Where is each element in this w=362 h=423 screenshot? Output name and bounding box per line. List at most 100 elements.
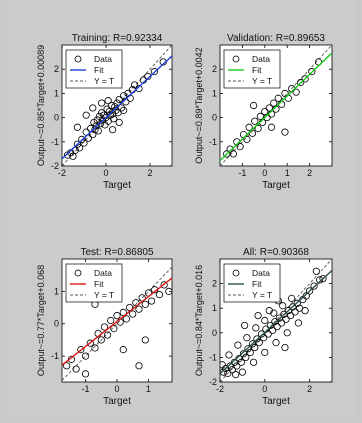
legend-marker-data bbox=[232, 269, 240, 277]
chart-panel-4: -2 0 2 -2 -1 0 1 2 All: R=0.90368 Target Output~=0… bbox=[194, 247, 333, 407]
data-point bbox=[220, 368, 227, 376]
legend-label: Fit bbox=[94, 65, 104, 75]
data-point bbox=[234, 341, 242, 349]
y-tick-label: 1 bbox=[54, 88, 59, 98]
data-point bbox=[288, 294, 296, 302]
data-point bbox=[246, 348, 254, 357]
data-point bbox=[98, 109, 106, 117]
data-point bbox=[284, 307, 292, 315]
data-point bbox=[81, 352, 90, 360]
y-tick-label: 2 bbox=[212, 64, 217, 74]
data-point bbox=[113, 99, 121, 107]
data-point bbox=[301, 307, 309, 315]
fit-line bbox=[220, 269, 332, 375]
x-tick-label: 0 bbox=[114, 384, 119, 394]
fit-line bbox=[62, 277, 172, 366]
x-tick-label: 2 bbox=[307, 168, 312, 178]
data-point bbox=[241, 321, 249, 330]
data-point bbox=[254, 124, 262, 133]
legend-label: Fit bbox=[94, 279, 104, 289]
data-point bbox=[319, 275, 327, 283]
data-point bbox=[113, 312, 121, 320]
chart-panel-2: -1 0 1 2 -1 0 1 2 Validation: R=0.89653 Target Out… bbox=[194, 33, 333, 191]
data-point bbox=[283, 329, 291, 337]
data-point bbox=[119, 346, 127, 354]
chart-panel-1: -2 0 2 -2 -1 0 1 2 Training: R=0.92334 Target Outp… bbox=[36, 33, 173, 191]
y-tick-label: -2 bbox=[51, 161, 59, 171]
data-point bbox=[245, 123, 253, 131]
fit-line bbox=[62, 55, 172, 160]
legend-label: Fit bbox=[252, 65, 262, 75]
data-point bbox=[270, 99, 278, 107]
data-point bbox=[272, 339, 280, 347]
data-point bbox=[103, 331, 112, 339]
data-point bbox=[63, 362, 71, 370]
legend-label: Data bbox=[252, 268, 270, 278]
data-point bbox=[91, 126, 99, 134]
data-point bbox=[236, 143, 244, 151]
figure-canvas: -2 0 2 -2 -1 0 1 2 Training: R=0.92334 Target Outp… bbox=[36, 33, 333, 407]
data-point bbox=[117, 104, 126, 112]
data-point bbox=[250, 358, 258, 366]
y-tick-label: 1 bbox=[212, 303, 217, 313]
data-point bbox=[135, 305, 143, 313]
legend-label: Y = T bbox=[94, 76, 114, 86]
chart-title: Validation: R=0.89653 bbox=[227, 33, 325, 44]
data-point bbox=[229, 150, 238, 158]
y-tick-label: 1 bbox=[212, 88, 217, 98]
data-point bbox=[77, 346, 85, 354]
data-point bbox=[131, 81, 139, 89]
x-axis-label: Target bbox=[262, 180, 290, 191]
legend-label: Y = T bbox=[252, 290, 272, 300]
legend-label: Data bbox=[94, 268, 112, 278]
data-point bbox=[260, 334, 268, 342]
data-point bbox=[291, 308, 299, 316]
x-tick-label: -2 bbox=[216, 384, 224, 394]
data-point bbox=[73, 123, 82, 131]
data-point bbox=[305, 287, 314, 295]
data-point bbox=[135, 84, 143, 93]
data-point bbox=[252, 324, 260, 332]
x-tick-label: 0 bbox=[262, 384, 267, 394]
y-tick-label: 2 bbox=[54, 64, 59, 74]
data-point bbox=[273, 323, 281, 331]
data-point bbox=[81, 370, 90, 378]
data-point bbox=[239, 350, 248, 358]
legend-box bbox=[65, 49, 123, 89]
data-point bbox=[89, 130, 97, 139]
data-point bbox=[294, 319, 302, 327]
chart-panel-3: -1 0 1 -1 0 1 Test: R=0.86805 Target Output~=0.7… bbox=[36, 247, 173, 407]
data-point bbox=[316, 276, 324, 284]
data-point bbox=[243, 135, 251, 143]
data-point bbox=[256, 112, 264, 120]
y-axis-label: Output~=0.84*Target+0.016 bbox=[194, 265, 204, 376]
data-point bbox=[160, 281, 168, 289]
data-point bbox=[122, 315, 131, 323]
legend-label: Data bbox=[94, 54, 112, 64]
legend-label: Fit bbox=[252, 279, 262, 289]
data-point bbox=[228, 366, 236, 374]
data-point bbox=[237, 358, 245, 366]
y-tick-label: 0 bbox=[54, 113, 59, 123]
data-point bbox=[141, 336, 149, 344]
data-point bbox=[225, 351, 233, 359]
data-point bbox=[297, 78, 305, 87]
data-point bbox=[277, 319, 286, 327]
data-point bbox=[147, 297, 156, 305]
x-axis-label: Target bbox=[103, 396, 131, 407]
data-point bbox=[250, 101, 258, 110]
data-point bbox=[109, 126, 117, 134]
data-point bbox=[150, 68, 158, 76]
x-tick-label: -1 bbox=[238, 168, 246, 178]
x-axis-label: Target bbox=[262, 396, 290, 407]
identity-line bbox=[62, 266, 172, 381]
y-tick-label: 0 bbox=[212, 113, 217, 123]
data-point bbox=[261, 107, 269, 116]
data-point bbox=[165, 287, 172, 295]
data-point bbox=[255, 339, 263, 347]
x-tick-label: 2 bbox=[147, 168, 152, 178]
data-point bbox=[115, 95, 123, 104]
